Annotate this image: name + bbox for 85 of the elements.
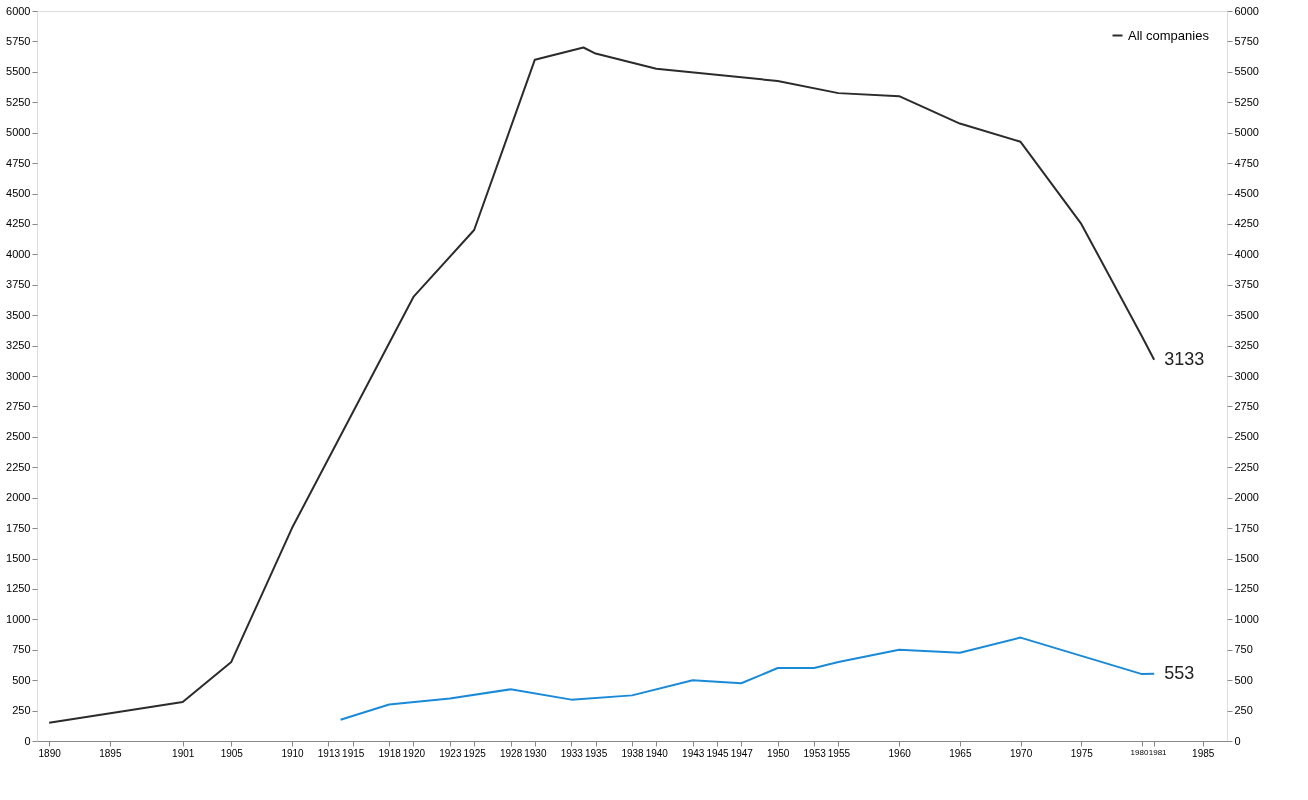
x-tick-label: 1935 xyxy=(584,747,608,759)
x-tick-label: 1945 xyxy=(706,747,730,759)
y2-tick-label: 3250 xyxy=(1234,339,1259,352)
y-tick-label: 4500 xyxy=(6,187,31,199)
x-tick-label: 1923 xyxy=(439,747,462,759)
x-tick-label: 1910 xyxy=(281,747,305,759)
y-tick-label: 2750 xyxy=(6,399,31,412)
y-tick-label: 2250 xyxy=(6,460,31,473)
y2-tick-label: 4000 xyxy=(1234,247,1259,260)
y2-tick-label: 0 xyxy=(1234,734,1241,747)
y2-tick-label: 2250 xyxy=(1234,460,1259,473)
y-tick-label: 3500 xyxy=(6,308,31,321)
x-tick-label: 1953 xyxy=(803,747,827,759)
y2-tick-label: 4250 xyxy=(1234,217,1259,230)
y-tick-label: 1750 xyxy=(6,521,31,534)
x-tick-label: 1950 xyxy=(767,747,790,759)
x-tick-label: 1943 xyxy=(682,747,705,759)
y2-tick-label: 5000 xyxy=(1234,126,1259,139)
y2-tick-label: 750 xyxy=(1234,643,1253,656)
y2-tick-label: 4750 xyxy=(1234,156,1259,169)
y2-tick-label: 500 xyxy=(1234,673,1253,686)
y-tick-label: 2500 xyxy=(6,430,31,443)
x-tick-label: 1980 xyxy=(1130,747,1149,757)
y-tick-label: 5000 xyxy=(6,126,31,139)
x-tick-label: 1947 xyxy=(730,747,754,759)
line-series xyxy=(48,46,1156,724)
y2-tick-label: 5250 xyxy=(1234,95,1259,108)
y-tick-label: 250 xyxy=(12,704,31,717)
y2-tick-label: 5500 xyxy=(1234,65,1259,78)
x-tick-label: 1925 xyxy=(463,747,487,759)
y2-tick-label: 3500 xyxy=(1234,308,1259,321)
y-tick-label: 750 xyxy=(12,643,31,656)
x-tick-label: 1965 xyxy=(949,747,972,759)
x-tick-label: 1975 xyxy=(1070,747,1094,759)
y-tick-label: 1500 xyxy=(6,552,31,564)
x-tick-label: 1981 xyxy=(1148,747,1168,757)
y-tick-label: 500 xyxy=(12,673,31,686)
x-tick-label: 1901 xyxy=(172,747,195,759)
x-tick-label: 1970 xyxy=(1009,747,1033,759)
y-tick-label: 5250 xyxy=(6,95,31,108)
x-tick-label: 1928 xyxy=(499,747,523,759)
y2-tick-label: 3000 xyxy=(1234,369,1259,382)
y2-tick-label: 3750 xyxy=(1234,278,1259,291)
y-tick-label: 3000 xyxy=(6,369,31,382)
x-tick-label: 1985 xyxy=(1192,747,1215,759)
y2-tick-label: 1250 xyxy=(1234,582,1259,595)
y-tick-label: 3750 xyxy=(6,278,31,291)
x-tick-label: 1890 xyxy=(38,747,62,759)
y-tick-label: 3250 xyxy=(6,339,31,352)
y-tick-label: 6000 xyxy=(6,4,31,17)
annotation: 3133 xyxy=(1164,348,1205,369)
x-tick-label: 1915 xyxy=(342,747,365,759)
y2-tick-label: 2750 xyxy=(1234,399,1259,412)
x-tick-label: 1920 xyxy=(402,747,426,759)
y-tick-label: 4000 xyxy=(6,247,31,260)
y2-tick-label: 1000 xyxy=(1234,612,1259,625)
y2-tick-label: 4500 xyxy=(1234,187,1259,199)
y-tick-label: 4750 xyxy=(6,156,31,169)
x-tick-label: 1938 xyxy=(621,747,645,759)
x-tick-label: 1960 xyxy=(888,747,912,759)
y-tick-label: 1250 xyxy=(6,582,31,595)
y2-tick-label: 6000 xyxy=(1234,4,1259,17)
x-tick-label: 1940 xyxy=(645,747,669,759)
y2-tick-label: 2500 xyxy=(1234,430,1259,443)
legend-label: All companies xyxy=(1128,27,1210,43)
x-tick-label: 1955 xyxy=(827,747,851,759)
y-tick-label: 1000 xyxy=(6,612,31,625)
y-tick-label: 2000 xyxy=(6,491,31,504)
x-tick-label: 1913 xyxy=(317,747,341,759)
x-tick-label: 1905 xyxy=(220,747,244,759)
x-tick-label: 1895 xyxy=(99,747,122,759)
x-tick-label: 1918 xyxy=(378,747,402,759)
y-tick-label: 5500 xyxy=(6,65,31,78)
y-tick-label: 4250 xyxy=(6,217,31,230)
y2-tick-label: 250 xyxy=(1234,704,1253,717)
y2-tick-label: 5750 xyxy=(1234,34,1259,47)
y-tick-label: 0 xyxy=(24,734,31,747)
y2-tick-label: 2000 xyxy=(1234,491,1259,504)
line-series xyxy=(339,636,1156,721)
y-tick-label: 5750 xyxy=(6,34,31,47)
y2-tick-label: 1750 xyxy=(1234,521,1259,534)
x-tick-label: 1933 xyxy=(560,747,584,759)
x-tick-label: 1930 xyxy=(524,747,547,759)
y2-tick-label: 1500 xyxy=(1234,552,1259,564)
annotation: 553 xyxy=(1164,662,1195,683)
